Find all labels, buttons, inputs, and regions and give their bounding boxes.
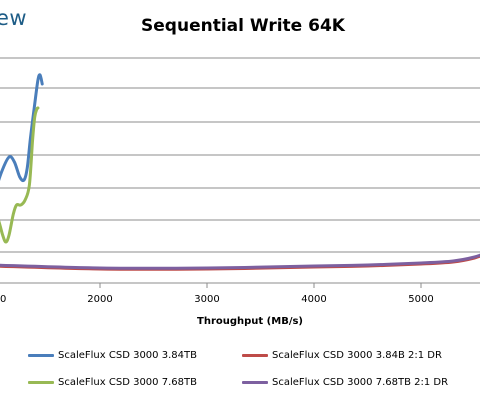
- series-line-2: [0, 106, 40, 244]
- logo-text: ew: [0, 6, 28, 30]
- series-lines: [0, 73, 480, 271]
- legend-label-3-84tb: ScaleFlux CSD 3000 3.84TB: [58, 349, 197, 361]
- legend-item-7-68tb: ScaleFlux CSD 3000 7.68TB: [28, 375, 197, 389]
- series-line-3: [0, 253, 480, 270]
- legend-swatch-7-68tb-dr: [242, 380, 268, 384]
- legend-swatch-3-84b-dr: [242, 353, 268, 357]
- legend-swatch-7-68tb: [28, 380, 54, 384]
- x-axis-label: Throughput (MB/s): [197, 316, 303, 327]
- x-tick-label-clipped: 0: [0, 294, 6, 305]
- series-line-0: [0, 73, 44, 183]
- legend-label-3-84b-dr: ScaleFlux CSD 3000 3.84B 2:1 DR: [272, 349, 442, 361]
- legend-item-3-84tb: ScaleFlux CSD 3000 3.84TB: [28, 348, 197, 362]
- x-ticks: 2000 3000 4000 5000 0: [0, 283, 434, 305]
- x-tick-label: 4000: [301, 294, 326, 305]
- chart-title: Sequential Write 64K: [141, 16, 345, 36]
- legend-label-7-68tb: ScaleFlux CSD 3000 7.68TB: [58, 376, 197, 388]
- gridlines: [0, 57, 480, 284]
- legend-swatch-3-84tb: [28, 353, 54, 357]
- x-tick-label: 3000: [194, 294, 219, 305]
- x-tick-label: 2000: [87, 294, 112, 305]
- legend-label-7-68tb-dr: ScaleFlux CSD 3000 7.68TB 2:1 DR: [272, 376, 449, 388]
- legend-item-7-68tb-dr: ScaleFlux CSD 3000 7.68TB 2:1 DR: [242, 375, 448, 389]
- x-tick-label: 5000: [408, 294, 433, 305]
- legend-item-3-84b-dr: ScaleFlux CSD 3000 3.84B 2:1 DR: [242, 348, 442, 362]
